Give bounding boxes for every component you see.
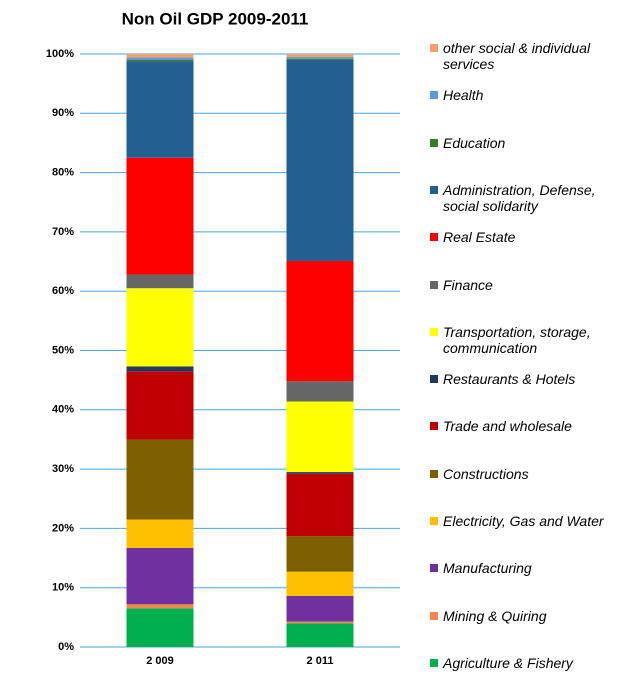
legend-swatch xyxy=(430,280,438,289)
bar-segment xyxy=(286,571,354,597)
legend-item: Transportation, storage, communication xyxy=(430,324,620,356)
y-tick-label: 60% xyxy=(52,285,74,297)
bar-segment xyxy=(126,371,194,440)
bar-segment xyxy=(286,260,354,382)
bar-segment xyxy=(126,608,194,647)
legend-label: Restaurants & Hotels xyxy=(443,371,576,388)
bar-segment xyxy=(286,472,354,474)
legend-swatch xyxy=(430,91,438,100)
bar-segment xyxy=(126,54,194,58)
bar-segment xyxy=(126,59,194,62)
legend-swatch xyxy=(430,517,438,525)
y-tick-label: 0% xyxy=(58,641,74,653)
legend-label: Health xyxy=(443,87,484,104)
legend-item: Restaurants & Hotels xyxy=(430,371,620,387)
legend-swatch xyxy=(430,375,438,384)
bar-segment xyxy=(286,58,354,60)
legend-label: Electricity, Gas and Water xyxy=(443,513,604,529)
legend-swatch xyxy=(430,611,438,620)
legend-label: other social & individual services xyxy=(443,40,591,72)
legend-item: Mining & Quiring xyxy=(430,608,620,624)
legend-label: Mining & Quiring xyxy=(443,607,547,624)
legend-label: Manufacturing xyxy=(443,560,532,577)
legend-item: Trade and wholesale xyxy=(430,418,620,434)
bar-segment xyxy=(126,274,194,289)
bar-segment xyxy=(286,473,354,537)
legend-label: Trade and wholesale xyxy=(443,418,572,435)
legend-swatch xyxy=(430,564,438,573)
bar-segment xyxy=(286,536,354,572)
y-tick-label: 40% xyxy=(52,404,74,416)
bar-segment xyxy=(126,61,194,158)
y-tick-label: 90% xyxy=(52,107,74,119)
chart-title: Non Oil GDP 2009-2011 xyxy=(122,9,309,28)
bar-segment xyxy=(286,56,354,59)
legend-swatch xyxy=(430,422,438,431)
legend-swatch xyxy=(430,138,438,147)
legend-item: Finance xyxy=(430,277,620,293)
legend-label: Agriculture & Fishery xyxy=(443,654,573,671)
legend-item: other social & individual services xyxy=(430,40,620,72)
bar-segment xyxy=(126,366,194,372)
y-tick-label: 10% xyxy=(52,582,74,594)
bar-segment xyxy=(286,381,354,402)
legend-label: Real Estate xyxy=(443,229,516,246)
y-tick-label: 20% xyxy=(52,522,74,534)
y-tick-label: 50% xyxy=(52,344,74,356)
legend-label: Finance xyxy=(443,276,493,293)
bar-segment xyxy=(126,157,194,275)
legend-swatch xyxy=(430,44,438,52)
legend-swatch xyxy=(430,327,438,336)
legend-label: Education xyxy=(443,134,506,151)
legend-swatch xyxy=(430,469,438,478)
legend-label: Administration, Defense, social solidari… xyxy=(443,181,596,214)
legend-swatch xyxy=(430,658,438,667)
y-tick-label: 30% xyxy=(52,463,74,475)
bar-segment xyxy=(286,401,354,473)
y-tick-label: 100% xyxy=(46,48,74,60)
x-tick-label: 2 009 xyxy=(146,655,174,667)
legend-item: Constructions xyxy=(430,466,620,482)
bar-segment xyxy=(126,547,194,605)
legend-item: Agriculture & Fishery xyxy=(430,655,620,671)
y-tick-label: 70% xyxy=(52,226,74,238)
x-tick-label: 2 011 xyxy=(307,655,334,667)
bar-segment xyxy=(286,59,354,261)
legend-item: Health xyxy=(430,87,620,103)
legend-item: Electricity, Gas and Water xyxy=(430,513,636,529)
bar-segment xyxy=(126,519,194,548)
legend-swatch xyxy=(430,185,438,194)
bar-segment xyxy=(286,54,354,57)
bar-segment xyxy=(126,288,194,367)
legend-item: Real Estate xyxy=(430,229,620,245)
bar-segment xyxy=(126,57,194,60)
bar-segment xyxy=(126,604,194,609)
legend-swatch xyxy=(430,233,438,242)
legend-label: Transportation, storage, communication xyxy=(443,323,591,356)
bar-segment xyxy=(286,623,354,647)
legend-item: Administration, Defense, social solidari… xyxy=(430,182,620,214)
bar-segment xyxy=(126,439,194,520)
bar-segment xyxy=(286,621,354,624)
y-tick-label: 80% xyxy=(52,167,74,179)
legend-item: Education xyxy=(430,135,620,151)
legend-item: Manufacturing xyxy=(430,560,620,576)
bar-segment xyxy=(286,596,354,622)
legend-label: Constructions xyxy=(443,465,529,482)
